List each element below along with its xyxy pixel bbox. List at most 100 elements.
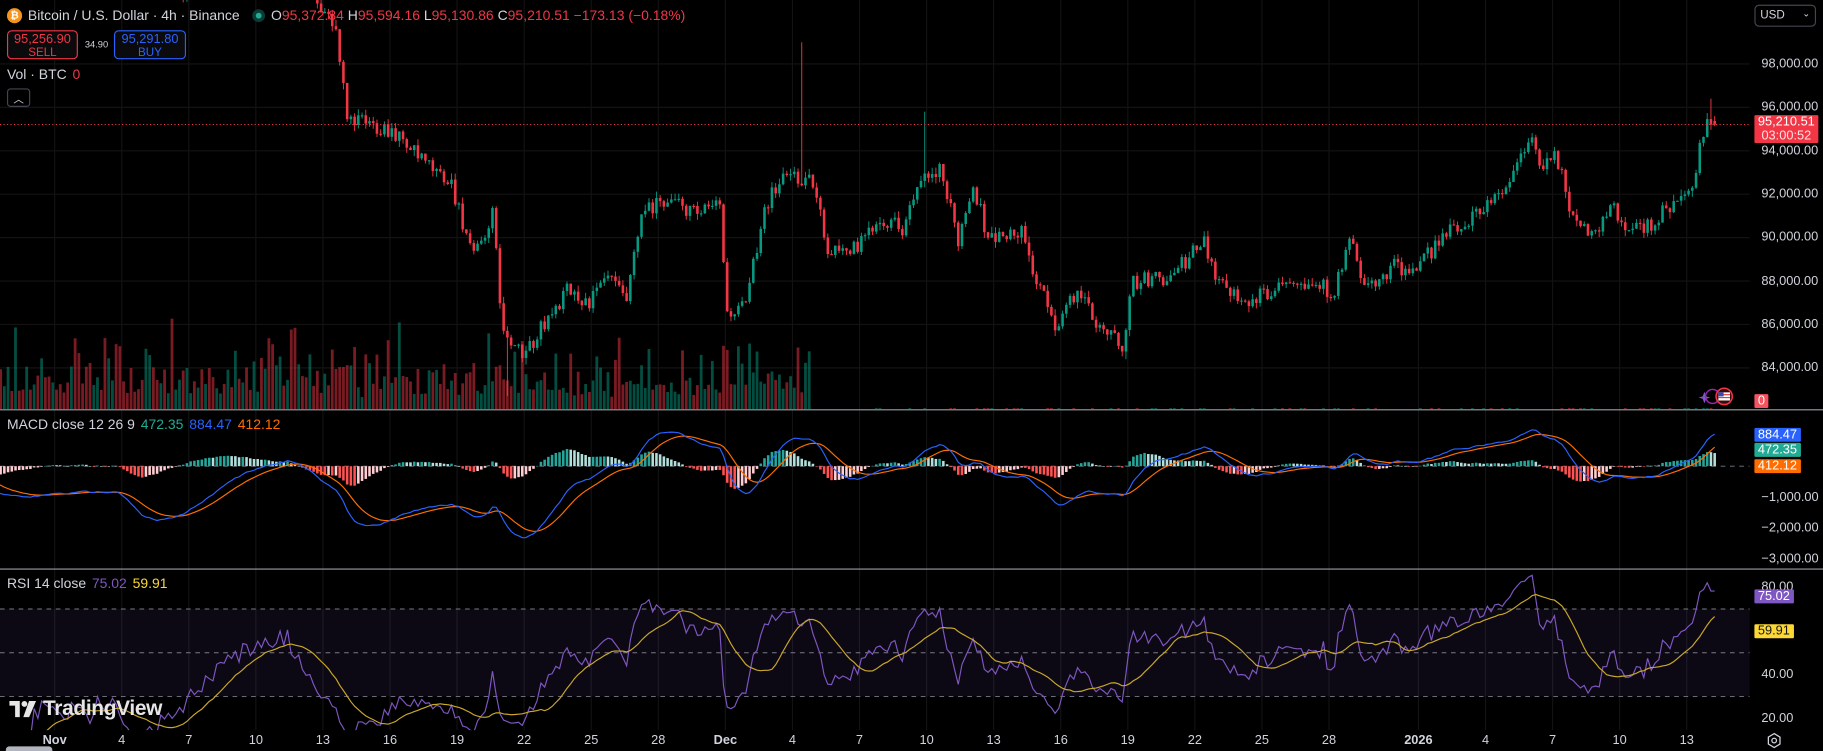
candle[interactable]	[949, 199, 953, 204]
candle[interactable]	[524, 350, 528, 359]
candle[interactable]	[1273, 290, 1277, 297]
candle[interactable]	[923, 173, 926, 181]
candle[interactable]	[901, 229, 904, 236]
candle[interactable]	[1672, 201, 1675, 213]
candle[interactable]	[554, 305, 558, 315]
candle[interactable]	[1091, 303, 1094, 320]
candle[interactable]	[1430, 247, 1433, 259]
candle[interactable]	[353, 116, 356, 125]
candle[interactable]	[1501, 193, 1504, 195]
candle[interactable]	[1001, 231, 1005, 237]
candle[interactable]	[375, 123, 379, 134]
candle[interactable]	[539, 321, 543, 340]
candle[interactable]	[793, 171, 796, 175]
candle[interactable]	[439, 168, 442, 172]
candle[interactable]	[1135, 275, 1139, 289]
candle[interactable]	[1195, 245, 1199, 251]
candle[interactable]	[1333, 295, 1336, 298]
candle[interactable]	[1668, 208, 1672, 213]
candle[interactable]	[960, 223, 964, 247]
candle[interactable]	[368, 121, 371, 124]
candle[interactable]	[1657, 222, 1661, 226]
candle[interactable]	[1318, 284, 1321, 289]
candle[interactable]	[1072, 295, 1076, 303]
candle[interactable]	[1404, 268, 1407, 276]
candle[interactable]	[431, 160, 435, 172]
chart-canvas[interactable]	[0, 0, 1750, 751]
candle[interactable]	[1661, 205, 1664, 223]
candle[interactable]	[1102, 325, 1105, 330]
candle[interactable]	[1035, 274, 1038, 285]
candle[interactable]	[744, 301, 748, 303]
candle[interactable]	[1612, 203, 1616, 206]
candle[interactable]	[666, 202, 669, 207]
candle[interactable]	[994, 233, 997, 242]
candle[interactable]	[1679, 195, 1683, 201]
candle[interactable]	[938, 164, 941, 178]
candle[interactable]	[379, 133, 382, 135]
candle[interactable]	[1046, 290, 1049, 307]
candle[interactable]	[733, 314, 736, 317]
candle[interactable]	[1597, 230, 1601, 232]
candle[interactable]	[677, 198, 681, 200]
candle[interactable]	[1329, 296, 1333, 299]
candle[interactable]	[1210, 258, 1213, 262]
candle[interactable]	[1232, 289, 1236, 296]
candle[interactable]	[822, 209, 826, 238]
candle[interactable]	[655, 197, 658, 214]
candle[interactable]	[420, 153, 423, 159]
candle[interactable]	[889, 219, 893, 228]
candle[interactable]	[1139, 283, 1143, 289]
tradingview-logo[interactable]: TradingView	[9, 696, 162, 720]
candle[interactable]	[1594, 230, 1597, 232]
candle[interactable]	[707, 204, 710, 207]
candle[interactable]	[442, 171, 446, 183]
candle[interactable]	[778, 184, 781, 194]
candle[interactable]	[364, 115, 368, 124]
events-markers[interactable]	[1697, 386, 1737, 407]
candle[interactable]	[1478, 208, 1482, 215]
candle[interactable]	[491, 208, 494, 229]
candle[interactable]	[528, 340, 532, 351]
candle[interactable]	[1292, 282, 1295, 284]
candle[interactable]	[427, 160, 431, 162]
candle[interactable]	[1705, 119, 1709, 137]
candle[interactable]	[617, 280, 621, 286]
volume-legend[interactable]: Vol · BTC 0	[7, 66, 80, 82]
candle[interactable]	[755, 252, 759, 259]
macd-legend[interactable]: MACD close 12 26 9 472.35 884.47 412.12	[7, 416, 280, 432]
candle[interactable]	[1515, 162, 1519, 171]
candle[interactable]	[1079, 290, 1083, 299]
candle[interactable]	[1635, 222, 1638, 229]
candle[interactable]	[1277, 282, 1280, 291]
candle[interactable]	[1571, 211, 1575, 215]
candle[interactable]	[498, 248, 502, 304]
candle[interactable]	[1255, 299, 1258, 304]
candle[interactable]	[416, 145, 420, 159]
candle[interactable]	[1012, 229, 1016, 236]
candle[interactable]	[1374, 280, 1377, 287]
candle[interactable]	[465, 229, 468, 234]
candle[interactable]	[1348, 238, 1351, 250]
candle[interactable]	[729, 311, 733, 317]
candle[interactable]	[1605, 216, 1608, 218]
candle[interactable]	[1676, 200, 1679, 202]
candle[interactable]	[1392, 258, 1396, 266]
candle[interactable]	[867, 227, 871, 236]
candle[interactable]	[547, 315, 550, 330]
candle[interactable]	[1411, 268, 1415, 274]
candle[interactable]	[953, 203, 956, 223]
candle[interactable]	[342, 61, 345, 83]
candle[interactable]	[1214, 261, 1217, 280]
candle[interactable]	[1288, 282, 1292, 284]
candle[interactable]	[1161, 277, 1165, 286]
candle[interactable]	[398, 131, 401, 141]
candle[interactable]	[815, 187, 818, 198]
candle[interactable]	[517, 344, 520, 346]
candle[interactable]	[1258, 288, 1262, 304]
candle[interactable]	[1184, 257, 1187, 269]
candle[interactable]	[986, 232, 990, 238]
candle[interactable]	[1691, 187, 1694, 191]
candle[interactable]	[1586, 224, 1590, 236]
